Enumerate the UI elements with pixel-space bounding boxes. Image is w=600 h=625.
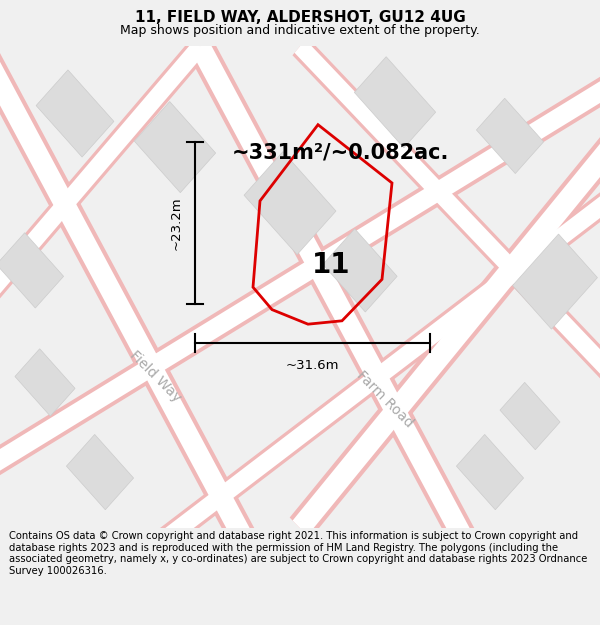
Polygon shape (191, 41, 479, 556)
Polygon shape (323, 229, 397, 312)
Polygon shape (188, 38, 482, 559)
Text: ~23.2m: ~23.2m (170, 196, 183, 249)
Polygon shape (295, 40, 600, 389)
Polygon shape (15, 349, 75, 416)
Text: 11, FIELD WAY, ALDERSHOT, GU12 4UG: 11, FIELD WAY, ALDERSHOT, GU12 4UG (134, 10, 466, 25)
Polygon shape (0, 40, 206, 310)
Polygon shape (145, 184, 600, 558)
Polygon shape (290, 126, 600, 539)
Polygon shape (355, 57, 436, 148)
Text: ~31.6m: ~31.6m (286, 359, 339, 372)
Polygon shape (0, 38, 208, 312)
Polygon shape (36, 70, 114, 157)
Polygon shape (134, 101, 215, 192)
Text: Map shows position and indicative extent of the property.: Map shows position and indicative extent… (120, 24, 480, 37)
Polygon shape (512, 234, 598, 329)
Text: 11: 11 (311, 251, 350, 279)
Polygon shape (0, 41, 259, 556)
Polygon shape (0, 68, 600, 484)
Polygon shape (476, 98, 544, 174)
Polygon shape (292, 38, 600, 391)
Polygon shape (500, 382, 560, 450)
Text: Farm Road: Farm Road (354, 368, 416, 430)
Polygon shape (0, 71, 600, 481)
Text: Field Way: Field Way (127, 349, 184, 405)
Polygon shape (0, 38, 262, 559)
Polygon shape (293, 128, 600, 536)
Polygon shape (144, 182, 600, 561)
Polygon shape (244, 152, 336, 254)
Polygon shape (67, 434, 134, 510)
Polygon shape (0, 232, 64, 308)
Text: ~331m²/~0.082ac.: ~331m²/~0.082ac. (232, 142, 449, 162)
Text: Contains OS data © Crown copyright and database right 2021. This information is : Contains OS data © Crown copyright and d… (9, 531, 587, 576)
Polygon shape (457, 434, 524, 510)
